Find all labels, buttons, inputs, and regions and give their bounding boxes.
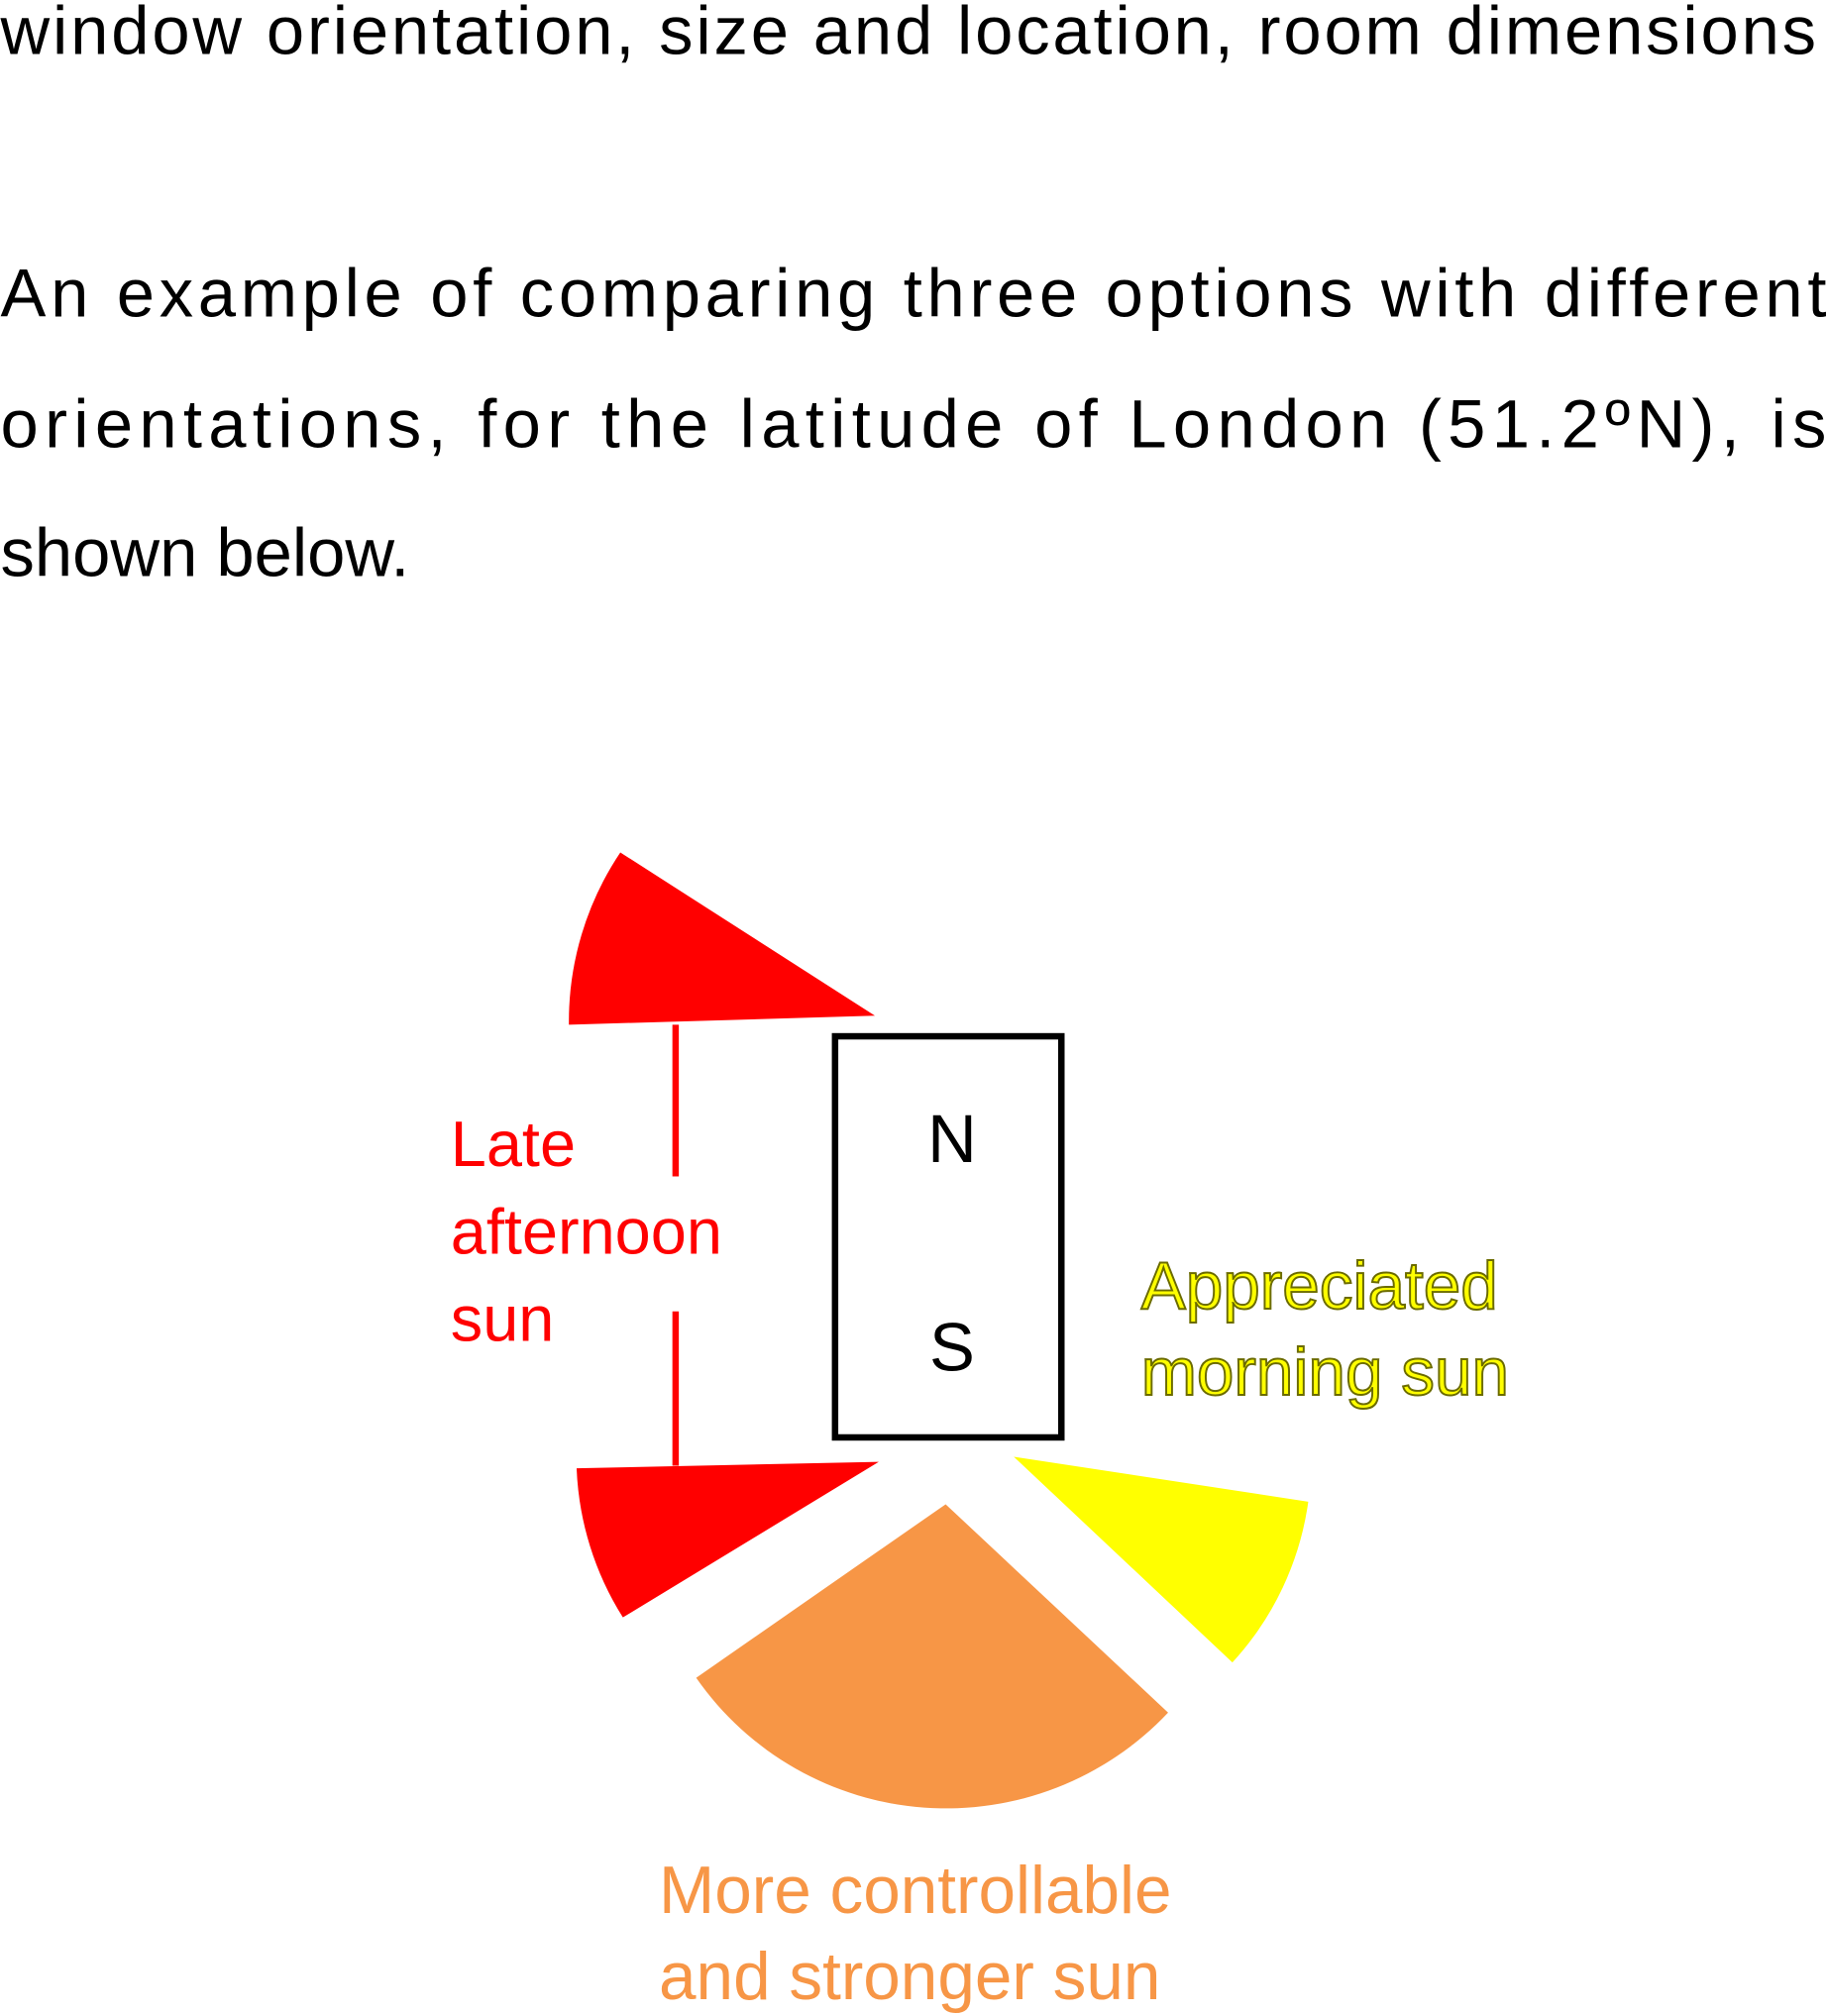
intro-text: window orientation, size and location, r… [0, 0, 1816, 69]
north-label: N [927, 1101, 977, 1177]
east-label: Appreciated [1141, 1249, 1498, 1324]
west-label: afternoon [451, 1195, 722, 1267]
west-sector-bottom [576, 1461, 879, 1618]
building [831, 1032, 1065, 1441]
east-label: morning sun [1141, 1335, 1509, 1410]
west-label: sun [451, 1283, 555, 1355]
south-sun-label: More controllable [659, 1854, 1172, 1928]
sun-diagram: N S Late afternoon sun Appreciated morni… [451, 852, 1510, 2014]
paragraph-line: orientations, for the latitude of London… [1, 386, 1827, 463]
south-label: S [929, 1309, 975, 1385]
south-sector [696, 1504, 1168, 1809]
east-sector [1014, 1456, 1309, 1663]
west-sector-top [569, 852, 876, 1025]
west-label: Late [451, 1108, 576, 1180]
paragraph-line: shown below. [1, 514, 410, 590]
south-sun-label: and stronger sun [659, 1940, 1160, 2014]
paragraph-line: An example of comparing three options wi… [1, 255, 1827, 331]
